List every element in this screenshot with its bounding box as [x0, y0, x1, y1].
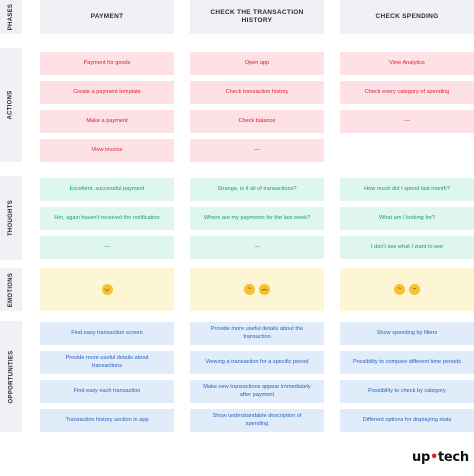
- action-cell: Check every category of spending: [340, 81, 474, 104]
- row-label-emotions: EMOTIONS: [0, 268, 22, 311]
- phase-header-transaction-history: CHECK THE TRANSACTION HISTORY: [190, 0, 324, 34]
- row-label-phases: PHASES: [0, 0, 22, 34]
- thought-cell: What am I looking for?: [340, 207, 474, 230]
- emotion-cell-transaction-history: ~ ︵: [190, 268, 324, 311]
- row-label-thoughts: THOUGHTS: [0, 176, 22, 260]
- thought-cell: Where are my payments for the last week?: [190, 207, 324, 230]
- row-label-actions-text: ACTIONS: [8, 90, 15, 120]
- action-cell: Payment for goods: [40, 52, 174, 75]
- action-cell: Check balance: [190, 110, 324, 133]
- phase-header-payment: PAYMENT: [40, 0, 174, 34]
- opportunity-cell: Different options for displaying stats: [340, 409, 474, 432]
- thought-cell: I don't see what I want to see: [340, 236, 474, 259]
- row-label-phases-text: PHASES: [8, 3, 15, 31]
- emotion-cell-payment: ◡: [40, 268, 174, 311]
- grinning-face-icon: ◡: [101, 284, 113, 295]
- row-label-actions: ACTIONS: [0, 48, 22, 162]
- thought-cell: Excellent, successful payment: [40, 178, 174, 201]
- opportunity-cell: Show spending by filters: [340, 322, 474, 345]
- row-label-emotions-text: EMOTIONS: [8, 272, 14, 307]
- opportunity-cell: Provide more useful details about the tr…: [190, 322, 324, 345]
- opportunity-cell: Find easy transaction screen: [40, 322, 174, 345]
- worried-face-icon: ︵: [259, 284, 270, 295]
- thought-cell: —: [40, 236, 174, 259]
- row-label-opportunities-text: OPPORTUNITIES: [8, 350, 14, 403]
- action-cell: —: [190, 139, 324, 162]
- action-cell: —: [340, 110, 474, 133]
- opportunity-cell: Make new transactions appear immediately…: [190, 380, 324, 403]
- row-label-opportunities: OPPORTUNITIES: [0, 321, 22, 432]
- opportunity-cell: Provide more useful details about transa…: [40, 351, 174, 374]
- action-cell: Create a payment template: [40, 81, 174, 104]
- emotion-cell-check-spending: ~ –: [340, 268, 474, 311]
- opportunity-cell: Viewing a transaction for a specific per…: [190, 351, 324, 374]
- opportunity-cell: Possibility to check by category: [340, 380, 474, 403]
- uptech-logo: up•tech: [412, 450, 469, 465]
- row-label-thoughts-text: THOUGHTS: [8, 199, 15, 237]
- thought-cell: Hm, again haven't received the notificat…: [40, 207, 174, 230]
- action-cell: Open app: [190, 52, 324, 75]
- confused-face-icon: –: [409, 284, 420, 295]
- opportunity-cell: Find easy each transaction: [40, 380, 174, 403]
- action-cell: View invoice: [40, 139, 174, 162]
- action-cell: Check transaction history: [190, 81, 324, 104]
- thinking-face-icon: ~: [394, 284, 405, 295]
- opportunity-cell: Possibility to compare different time pe…: [340, 351, 474, 374]
- thought-cell: How much did I spend last month?: [340, 178, 474, 201]
- action-cell: View Analytics: [340, 52, 474, 75]
- opportunity-cell: Show understandable description of spend…: [190, 409, 324, 432]
- thinking-face-icon: ~: [244, 284, 255, 295]
- opportunity-cell: Transaction history section in app: [40, 409, 174, 432]
- phase-header-check-spending: CHECK SPENDING: [340, 0, 474, 34]
- thought-cell: —: [190, 236, 324, 259]
- thought-cell: Strange, is it all of transactions?: [190, 178, 324, 201]
- action-cell: Make a payment: [40, 110, 174, 133]
